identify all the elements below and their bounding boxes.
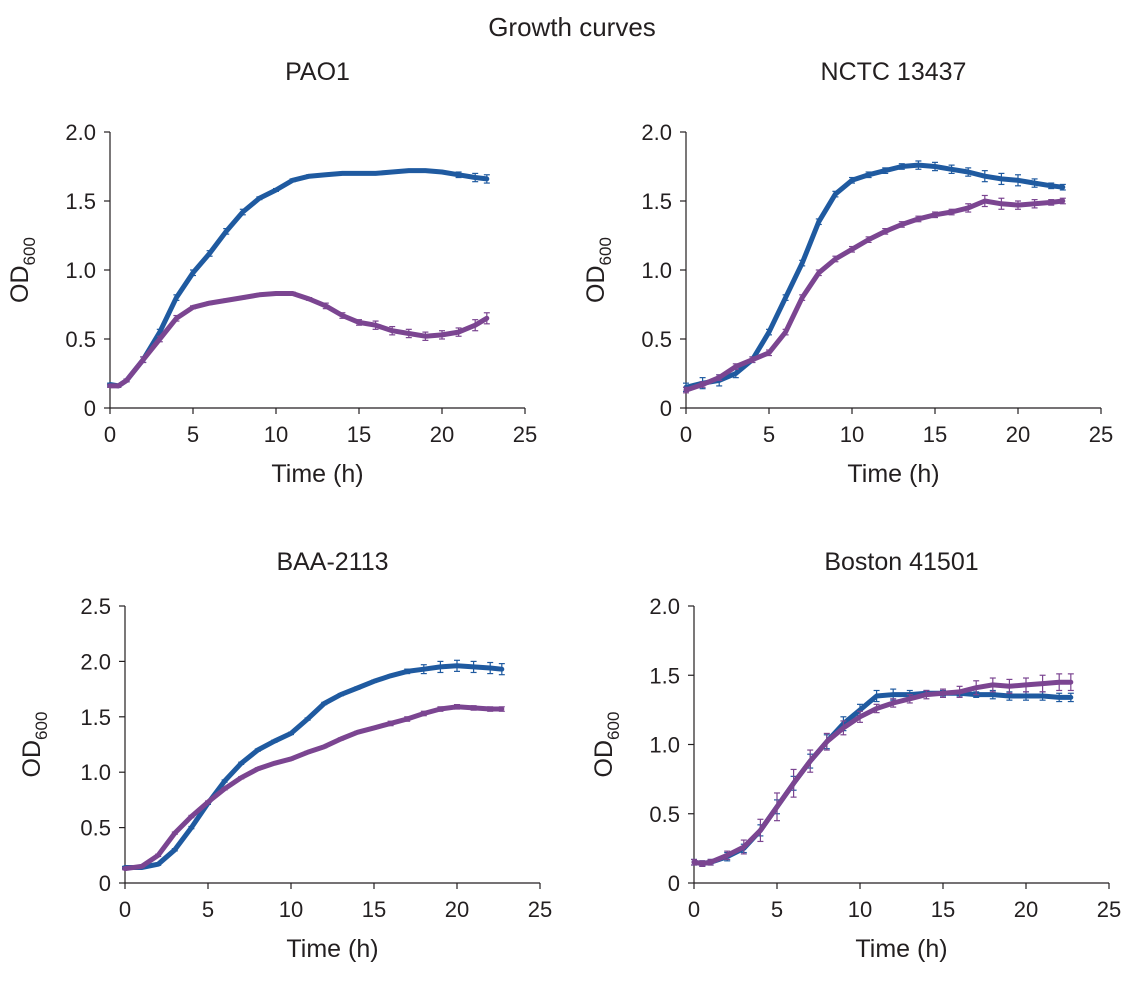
x-tick-label: 25 xyxy=(528,897,552,922)
series-line-purple xyxy=(107,291,490,389)
x-tick-label: 15 xyxy=(347,422,371,447)
x-tick-label: 25 xyxy=(513,422,537,447)
chart-title: PAO1 xyxy=(285,58,350,86)
series-purple xyxy=(122,704,505,872)
y-tick-label: 1.5 xyxy=(65,189,96,214)
y-tick-label: 0.5 xyxy=(641,327,672,352)
x-tick-label: 0 xyxy=(688,897,700,922)
series-purple xyxy=(691,673,1074,867)
y-tick-label: 0.5 xyxy=(80,816,111,841)
x-tick-label: 0 xyxy=(104,422,116,447)
x-tick-label: 5 xyxy=(763,422,775,447)
x-tick-label: 0 xyxy=(119,897,131,922)
y-tick-label: 0.5 xyxy=(65,327,96,352)
x-tick-label: 10 xyxy=(840,422,864,447)
series-line-purple xyxy=(122,704,505,872)
y-tick-label: 2.0 xyxy=(641,120,672,145)
x-tick-label: 5 xyxy=(202,897,214,922)
x-axis-label: Time (h) xyxy=(847,460,939,488)
x-tick-label: 5 xyxy=(187,422,199,447)
chart-title: NCTC 13437 xyxy=(821,58,967,86)
y-tick-label: 1.0 xyxy=(80,760,111,785)
x-tick-label: 0 xyxy=(680,422,692,447)
series-line-purple xyxy=(691,679,1074,867)
x-tick-label: 10 xyxy=(279,897,303,922)
y-axis-label: OD600 xyxy=(590,712,623,778)
y-axis-label: OD600 xyxy=(6,237,39,303)
x-tick-label: 10 xyxy=(264,422,288,447)
y-tick-label: 0.5 xyxy=(649,802,680,827)
y-tick-label: 1.0 xyxy=(649,733,680,758)
y-tick-label: 1.0 xyxy=(65,258,96,283)
y-axis-label: OD600 xyxy=(18,712,51,778)
y-tick-label: 2.0 xyxy=(65,120,96,145)
x-tick-label: 20 xyxy=(1006,422,1030,447)
y-tick-label: 1.5 xyxy=(641,189,672,214)
y-tick-label: 1.5 xyxy=(649,663,680,688)
x-tick-label: 25 xyxy=(1089,422,1113,447)
y-tick-label: 0 xyxy=(99,871,111,896)
chart-title: BAA-2113 xyxy=(276,548,388,576)
x-tick-label: 15 xyxy=(931,897,955,922)
y-tick-label: 2.0 xyxy=(80,649,111,674)
y-tick-label: 1.0 xyxy=(641,258,672,283)
x-tick-label: 20 xyxy=(445,897,469,922)
y-tick-label: 0 xyxy=(668,871,680,896)
series-purple xyxy=(683,194,1066,394)
y-tick-label: 2.0 xyxy=(649,594,680,619)
series-line-blue xyxy=(107,168,490,389)
chart-title: Boston 41501 xyxy=(824,548,978,576)
y-tick-label: 0 xyxy=(660,396,672,421)
y-axis-label: OD600 xyxy=(582,237,615,303)
x-tick-label: 15 xyxy=(923,422,947,447)
x-tick-label: 5 xyxy=(771,897,783,922)
y-tick-label: 2.5 xyxy=(80,594,111,619)
x-tick-label: 20 xyxy=(430,422,454,447)
x-tick-label: 10 xyxy=(848,897,872,922)
x-tick-label: 20 xyxy=(1014,897,1038,922)
x-axis-label: Time (h) xyxy=(271,460,363,488)
series-line-purple xyxy=(683,198,1066,393)
x-tick-label: 25 xyxy=(1097,897,1121,922)
x-axis-label: Time (h) xyxy=(286,935,378,963)
y-tick-label: 1.5 xyxy=(80,705,111,730)
series-purple xyxy=(107,291,490,389)
figure-title: Growth curves xyxy=(488,12,656,42)
y-tick-label: 0 xyxy=(84,396,96,421)
series-line-blue xyxy=(122,663,505,870)
x-tick-label: 15 xyxy=(362,897,386,922)
series-blue xyxy=(122,659,505,870)
x-axis-label: Time (h) xyxy=(855,935,947,963)
